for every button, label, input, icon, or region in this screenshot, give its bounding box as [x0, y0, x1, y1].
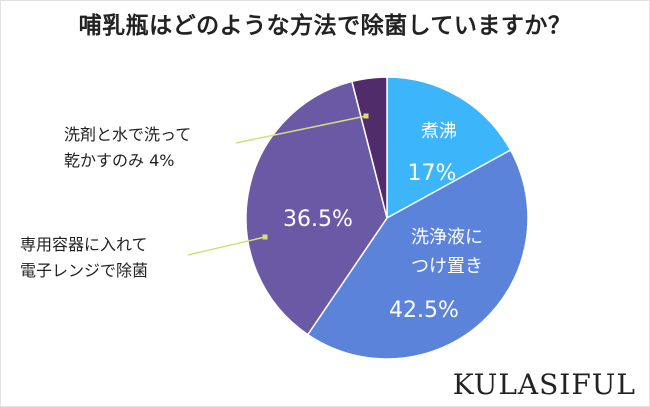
- cleaning-solution-label-line2: つけ置き: [411, 256, 483, 277]
- brand-logo: KULASIFUL: [452, 368, 636, 401]
- chart-title: 哺乳瓶はどのような方法で除菌していますか？: [78, 13, 572, 39]
- slice-microwave: [245, 80, 388, 336]
- slice-cleaning-solution: [306, 149, 529, 360]
- slice-boiling: [386, 76, 512, 220]
- boiling-label: 煮沸: [421, 121, 457, 142]
- cleaning-solution-percent: 42.5%: [389, 298, 459, 323]
- leader-line-detergent-marker: [363, 113, 369, 119]
- label-detergent-line1: 洗剤と水で洗って: [64, 125, 192, 144]
- leader-line-microwave-marker: [262, 234, 268, 240]
- label-microwave-line1: 専用容器に入れて: [20, 235, 148, 254]
- boiling-percent: 17%: [408, 161, 457, 186]
- slice-detergent: [351, 76, 388, 219]
- leader-line-detergent: [235, 115, 367, 144]
- cleaning-solution-label-line1: 洗浄液に: [411, 227, 483, 248]
- microwave-percent: 36.5%: [283, 207, 353, 232]
- label-microwave-line2: 電子レンジで除菌: [20, 261, 149, 280]
- label-detergent-line2: 乾かすのみ 4%: [64, 151, 175, 170]
- label-microwave-container: 専用容器に入れて 電子レンジで除菌: [20, 232, 148, 284]
- leader-line-microwave: [187, 236, 266, 256]
- label-detergent-wash: 洗剤と水で洗って 乾かすのみ 4%: [64, 122, 191, 174]
